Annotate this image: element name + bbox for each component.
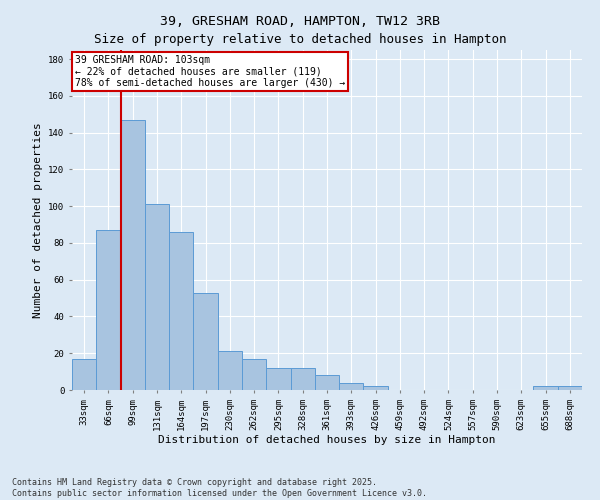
Bar: [242, 359, 266, 390]
Bar: [145, 204, 169, 390]
Bar: [169, 232, 193, 390]
Bar: [558, 386, 582, 390]
Bar: [364, 386, 388, 390]
Bar: [121, 120, 145, 390]
Bar: [193, 292, 218, 390]
Text: 39 GRESHAM ROAD: 103sqm
← 22% of detached houses are smaller (119)
78% of semi-d: 39 GRESHAM ROAD: 103sqm ← 22% of detache…: [74, 55, 345, 88]
Text: Size of property relative to detached houses in Hampton: Size of property relative to detached ho…: [94, 32, 506, 46]
Y-axis label: Number of detached properties: Number of detached properties: [32, 122, 43, 318]
Bar: [218, 352, 242, 390]
Bar: [290, 368, 315, 390]
Bar: [533, 386, 558, 390]
Bar: [339, 382, 364, 390]
Text: 39, GRESHAM ROAD, HAMPTON, TW12 3RB: 39, GRESHAM ROAD, HAMPTON, TW12 3RB: [160, 15, 440, 28]
Bar: [96, 230, 121, 390]
Text: Contains HM Land Registry data © Crown copyright and database right 2025.
Contai: Contains HM Land Registry data © Crown c…: [12, 478, 427, 498]
Bar: [72, 359, 96, 390]
Bar: [266, 368, 290, 390]
X-axis label: Distribution of detached houses by size in Hampton: Distribution of detached houses by size …: [158, 436, 496, 446]
Bar: [315, 376, 339, 390]
